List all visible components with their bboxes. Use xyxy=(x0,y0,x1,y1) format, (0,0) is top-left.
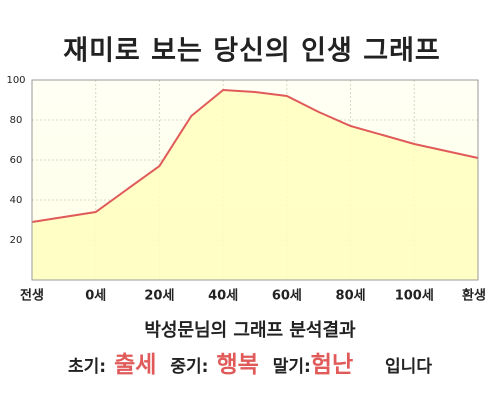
y-tick-label: 100 xyxy=(6,75,25,86)
x-tick-label: 100세 xyxy=(395,289,434,304)
summary-ending: 입니다 xyxy=(385,357,432,377)
plot-border xyxy=(31,79,479,281)
stage-label: 말기: xyxy=(272,357,311,377)
summary: 박성문님의 그래프 분석결과 초기: 출세 중기: 행복 말기:험난 입니다 xyxy=(0,314,500,384)
stage-label: 중기: xyxy=(170,357,209,377)
x-tick-label: 전생 xyxy=(20,288,44,304)
y-tick-label: 60 xyxy=(10,155,23,166)
line xyxy=(31,88,479,223)
y-tick-label: 20 xyxy=(10,235,23,246)
x-tick-label: 80세 xyxy=(336,289,366,304)
x-tick-label: 환생 xyxy=(462,288,486,304)
stage-value: 행복 xyxy=(216,352,259,378)
summary-row: 초기: 출세 중기: 행복 말기:험난 입니다 xyxy=(0,348,500,384)
x-tick-label: 40세 xyxy=(208,289,238,304)
y-tick-label: 40 xyxy=(10,195,23,206)
stage-label: 초기: xyxy=(68,357,107,377)
summary-heading: 박성문님의 그래프 분석결과 xyxy=(144,320,356,341)
chart-title: 재미로 보는 당신의 인생 그래프 xyxy=(63,36,441,67)
stage-value: 험난 xyxy=(310,352,354,378)
x-tick-label: 0세 xyxy=(85,289,106,304)
y-tick-label: 80 xyxy=(10,115,23,126)
area xyxy=(32,90,478,280)
x-tick-label: 20세 xyxy=(144,289,174,304)
x-tick-label: 60세 xyxy=(272,289,302,304)
stage-value: 출세 xyxy=(114,352,157,378)
chart: 재미로 보는 당신의 인생 그래프 20 40 60 80 100 전생 0세 20세 40세 6… xyxy=(6,36,486,304)
